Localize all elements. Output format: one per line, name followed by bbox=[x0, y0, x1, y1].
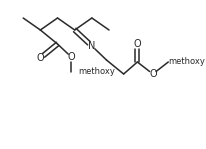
Text: O: O bbox=[67, 52, 75, 62]
Text: O: O bbox=[149, 69, 157, 79]
Text: methoxy: methoxy bbox=[78, 67, 115, 76]
Text: methoxy: methoxy bbox=[168, 58, 205, 66]
Text: O: O bbox=[36, 53, 44, 63]
Text: N: N bbox=[88, 41, 96, 51]
Text: O: O bbox=[133, 39, 141, 49]
